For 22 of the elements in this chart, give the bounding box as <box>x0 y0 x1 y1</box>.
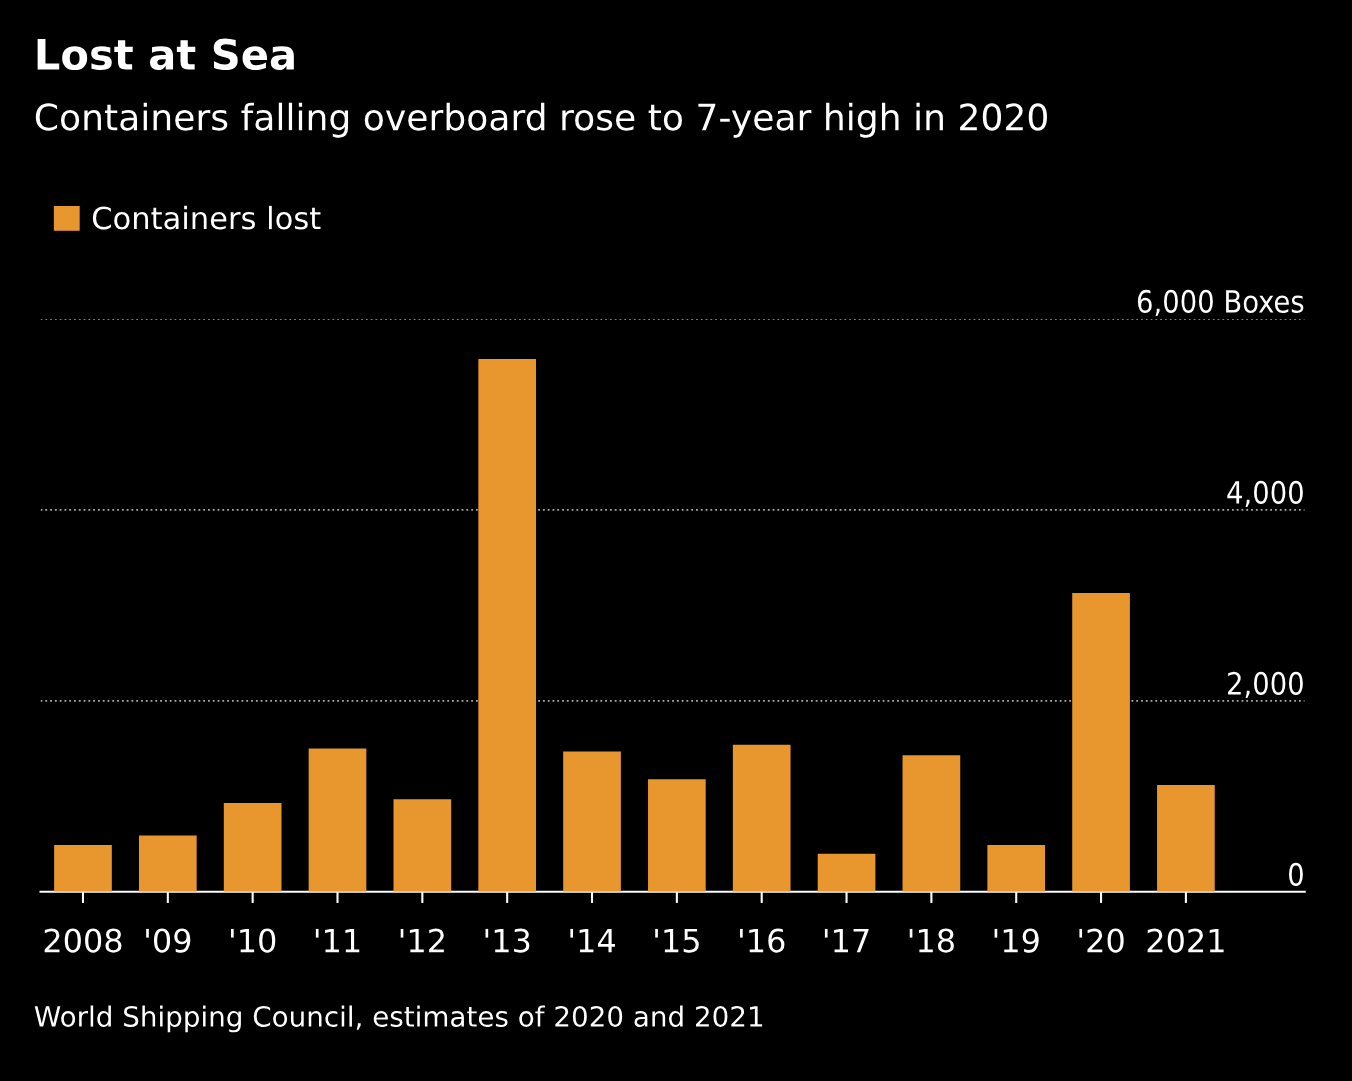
chart-subtitle: Containers falling overboard rose to 7-year high in 2020 <box>35 102 1047 138</box>
text: World Shipping Council, estimates of 2020 and 2021 <box>34 1005 763 1033</box>
y-tick-label: 4,000 <box>1227 480 1303 508</box>
x-tick-label: '20 <box>1079 928 1124 953</box>
legend-label: Containers lost <box>92 205 321 230</box>
x-tick-label: '14 <box>570 928 615 953</box>
x-tick-label: '10 <box>231 928 276 953</box>
x-tick-label: 2021 <box>1147 928 1224 953</box>
x-tick-label: '17 <box>824 928 869 953</box>
x-tick-label: '15 <box>655 928 699 953</box>
x-tick-label: '19 <box>994 928 1039 953</box>
y-tick-label: 0 <box>1289 862 1303 886</box>
x-tick-label: '11 <box>315 928 360 953</box>
x-tick-label: '16 <box>740 928 785 953</box>
x-tick-label: '09 <box>146 928 191 953</box>
x-tick-label: 2008 <box>44 928 122 953</box>
x-tick-label: '18 <box>909 928 954 953</box>
x-tick-label: '12 <box>400 928 444 953</box>
y-tick-label: 6,000 Boxes <box>1137 289 1304 317</box>
chart-title: Lost at Sea <box>37 38 294 71</box>
x-tick-label: '13 <box>485 928 530 953</box>
y-tick-label: 2,000 <box>1228 671 1303 699</box>
